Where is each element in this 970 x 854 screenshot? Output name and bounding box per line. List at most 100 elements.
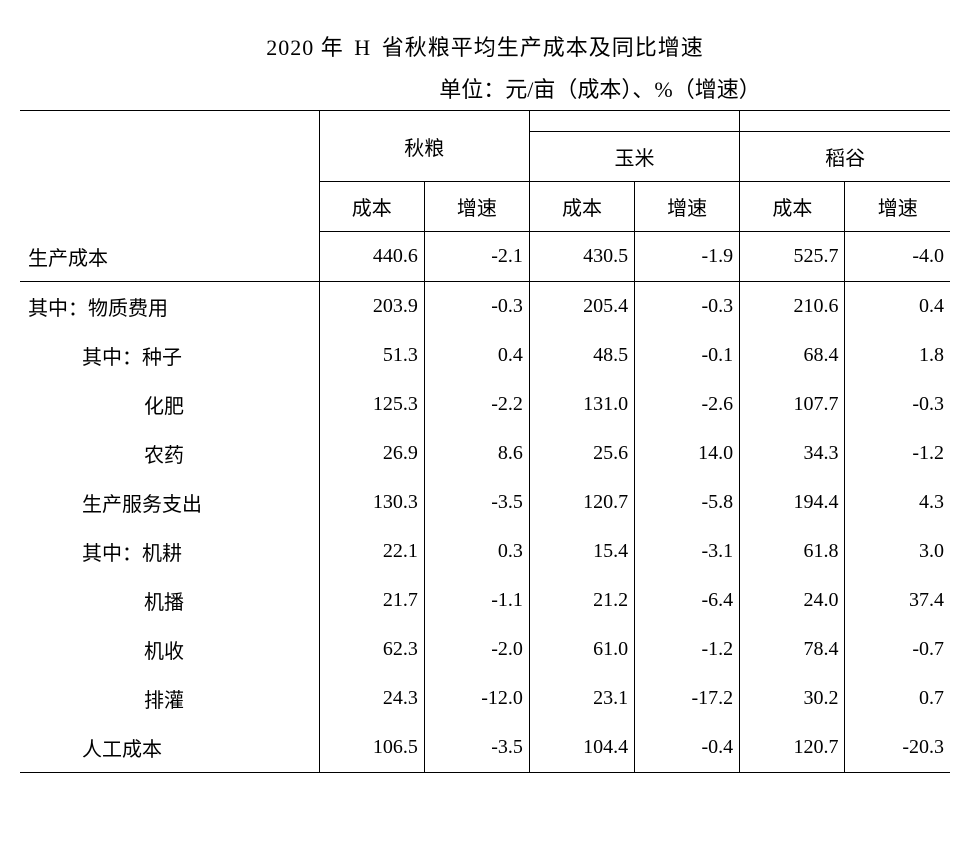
table-row: 其中：机耕22.10.315.4-3.161.83.0 bbox=[20, 527, 950, 576]
cell-value: 203.9 bbox=[319, 281, 424, 331]
cell-value: 14.0 bbox=[635, 429, 740, 478]
table-title: 2020 年 H 省秋粮平均生产成本及同比增速 bbox=[20, 30, 950, 62]
cell-value: 120.7 bbox=[529, 478, 634, 527]
cell-value: -20.3 bbox=[845, 723, 950, 773]
cell-value: 104.4 bbox=[529, 723, 634, 773]
row-label: 排灌 bbox=[20, 674, 319, 723]
cell-value: 120.7 bbox=[740, 723, 845, 773]
row-label: 化肥 bbox=[20, 380, 319, 429]
row-label: 机收 bbox=[20, 625, 319, 674]
cell-value: 440.6 bbox=[319, 232, 424, 282]
cell-value: -0.3 bbox=[845, 380, 950, 429]
cell-value: 23.1 bbox=[529, 674, 634, 723]
table-row: 其中：物质费用203.9-0.3205.4-0.3210.60.4 bbox=[20, 281, 950, 331]
header-group-corn: 玉米 bbox=[529, 132, 739, 182]
cell-value: 0.4 bbox=[845, 281, 950, 331]
cell-value: 8.6 bbox=[424, 429, 529, 478]
cell-value: -0.1 bbox=[635, 331, 740, 380]
cell-value: 48.5 bbox=[529, 331, 634, 380]
cell-value: -0.7 bbox=[845, 625, 950, 674]
row-label: 生产成本 bbox=[20, 232, 319, 282]
cell-value: -0.3 bbox=[424, 281, 529, 331]
cell-value: -0.4 bbox=[635, 723, 740, 773]
blank-spacer-corn bbox=[529, 111, 739, 132]
table-row: 生产成本440.6-2.1430.5-1.9525.7-4.0 bbox=[20, 232, 950, 282]
cell-value: -3.1 bbox=[635, 527, 740, 576]
header-sub-growth-2: 增速 bbox=[635, 182, 740, 232]
table-row: 化肥125.3-2.2131.0-2.6107.7-0.3 bbox=[20, 380, 950, 429]
cell-value: 125.3 bbox=[319, 380, 424, 429]
cell-value: 78.4 bbox=[740, 625, 845, 674]
cell-value: 24.0 bbox=[740, 576, 845, 625]
cell-value: 61.8 bbox=[740, 527, 845, 576]
cell-value: -4.0 bbox=[845, 232, 950, 282]
cell-value: 106.5 bbox=[319, 723, 424, 773]
cell-value: 62.3 bbox=[319, 625, 424, 674]
cell-value: 430.5 bbox=[529, 232, 634, 282]
header-sub-cost-3: 成本 bbox=[740, 182, 845, 232]
cell-value: -3.5 bbox=[424, 478, 529, 527]
cell-value: 68.4 bbox=[740, 331, 845, 380]
cell-value: 205.4 bbox=[529, 281, 634, 331]
header-sub-growth-1: 增速 bbox=[424, 182, 529, 232]
table-subtitle: 单位：元/亩（成本）、%（增速） bbox=[20, 72, 950, 104]
cell-value: 21.2 bbox=[529, 576, 634, 625]
header-sub-cost-2: 成本 bbox=[529, 182, 634, 232]
cell-value: 26.9 bbox=[319, 429, 424, 478]
header-group-rice: 稻谷 bbox=[740, 132, 950, 182]
cell-value: -6.4 bbox=[635, 576, 740, 625]
cell-value: 22.1 bbox=[319, 527, 424, 576]
cell-value: -2.1 bbox=[424, 232, 529, 282]
cell-value: 24.3 bbox=[319, 674, 424, 723]
header-sub-growth-3: 增速 bbox=[845, 182, 950, 232]
cell-value: 37.4 bbox=[845, 576, 950, 625]
cell-value: -0.3 bbox=[635, 281, 740, 331]
title-mid: 年 bbox=[321, 35, 344, 60]
cell-value: -3.5 bbox=[424, 723, 529, 773]
cell-value: 61.0 bbox=[529, 625, 634, 674]
header-sub-cost-1: 成本 bbox=[319, 182, 424, 232]
cell-value: -1.9 bbox=[635, 232, 740, 282]
cell-value: 0.7 bbox=[845, 674, 950, 723]
cell-value: 107.7 bbox=[740, 380, 845, 429]
row-label: 其中：种子 bbox=[20, 331, 319, 380]
cell-value: -1.2 bbox=[635, 625, 740, 674]
cell-value: -2.6 bbox=[635, 380, 740, 429]
cell-value: 525.7 bbox=[740, 232, 845, 282]
cell-value: -1.1 bbox=[424, 576, 529, 625]
row-label: 机播 bbox=[20, 576, 319, 625]
cell-value: -17.2 bbox=[635, 674, 740, 723]
row-label: 其中：机耕 bbox=[20, 527, 319, 576]
row-label: 其中：物质费用 bbox=[20, 281, 319, 331]
blank-header-cell bbox=[20, 111, 319, 232]
cell-value: 1.8 bbox=[845, 331, 950, 380]
table-row: 机播21.7-1.121.2-6.424.037.4 bbox=[20, 576, 950, 625]
cell-value: 4.3 bbox=[845, 478, 950, 527]
table-row: 其中：种子51.30.448.5-0.168.41.8 bbox=[20, 331, 950, 380]
cell-value: -2.2 bbox=[424, 380, 529, 429]
table-header-row-1: 秋粮 bbox=[20, 111, 950, 132]
cell-value: 0.3 bbox=[424, 527, 529, 576]
table-row: 生产服务支出130.3-3.5120.7-5.8194.44.3 bbox=[20, 478, 950, 527]
cell-value: 34.3 bbox=[740, 429, 845, 478]
cell-value: 21.7 bbox=[319, 576, 424, 625]
cell-value: -12.0 bbox=[424, 674, 529, 723]
cell-value: 0.4 bbox=[424, 331, 529, 380]
cell-value: -2.0 bbox=[424, 625, 529, 674]
table-row: 机收62.3-2.061.0-1.278.4-0.7 bbox=[20, 625, 950, 674]
title-rest: 省秋粮平均生产成本及同比增速 bbox=[382, 35, 704, 60]
title-letter: H bbox=[350, 35, 375, 60]
cell-value: 3.0 bbox=[845, 527, 950, 576]
table-row: 农药26.98.625.614.034.3-1.2 bbox=[20, 429, 950, 478]
cell-value: 25.6 bbox=[529, 429, 634, 478]
cell-value: 15.4 bbox=[529, 527, 634, 576]
table-row: 人工成本106.5-3.5104.4-0.4120.7-20.3 bbox=[20, 723, 950, 773]
cost-table: 秋粮 玉米 稻谷 成本 增速 成本 增速 成本 增速 生产成本440.6-2.1… bbox=[20, 110, 950, 773]
cell-value: 51.3 bbox=[319, 331, 424, 380]
cell-value: 210.6 bbox=[740, 281, 845, 331]
cell-value: 131.0 bbox=[529, 380, 634, 429]
title-year: 2020 bbox=[266, 35, 314, 60]
cell-value: -1.2 bbox=[845, 429, 950, 478]
blank-spacer-rice bbox=[740, 111, 950, 132]
row-label: 人工成本 bbox=[20, 723, 319, 773]
